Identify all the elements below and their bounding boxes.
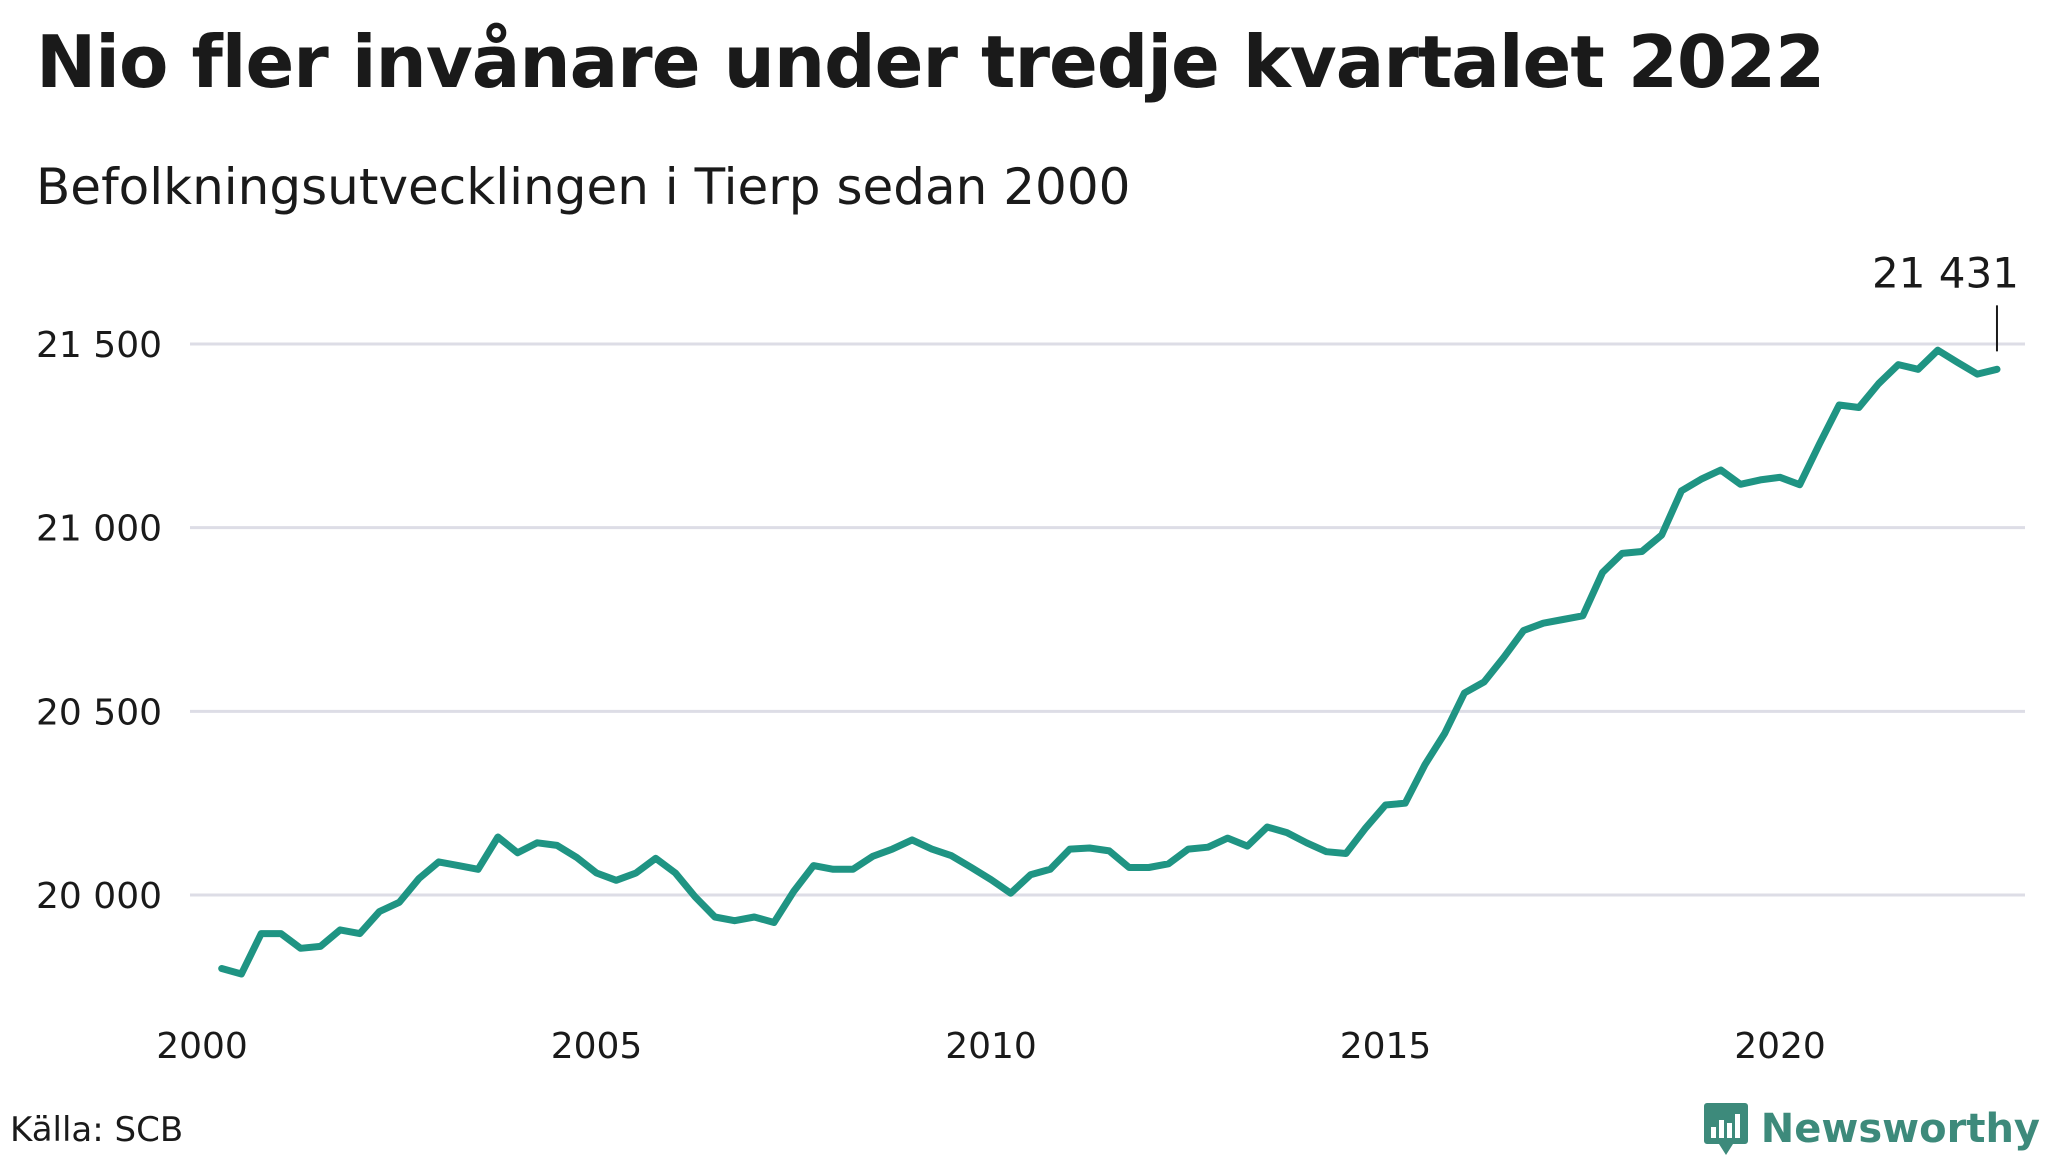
y-tick-label: 20 500 (36, 692, 162, 733)
x-tick-label: 2010 (945, 1026, 1037, 1067)
x-tick-label: 2005 (551, 1026, 643, 1067)
x-axis-ticks: 2000 2005 2010 2015 2020 (156, 1026, 1826, 1067)
brand-name: Newsworthy (1760, 1106, 2040, 1152)
gridlines (190, 342, 2025, 897)
x-tick-label: 2000 (156, 1026, 248, 1067)
chart-subtitle: Befolkningsutvecklingen i Tierp sedan 20… (36, 158, 1131, 216)
bar-chart-icon (1703, 1103, 1748, 1155)
y-axis-ticks: 20 000 20 500 21 000 21 500 (36, 325, 162, 917)
chart-title: Nio fler invånare under tredje kvartalet… (36, 20, 1825, 104)
y-tick-label: 21 500 (36, 325, 162, 366)
x-tick-label: 2015 (1340, 1026, 1432, 1067)
x-tick-label: 2020 (1734, 1026, 1826, 1067)
population-line (218, 346, 2001, 978)
annotation-label: 21 431 (1872, 248, 2019, 297)
y-tick-label: 21 000 (36, 509, 162, 550)
brand-logo: Newsworthy (1703, 1100, 2040, 1158)
source-label: Källa: SCB (10, 1110, 184, 1150)
y-tick-label: 20 000 (36, 876, 162, 917)
